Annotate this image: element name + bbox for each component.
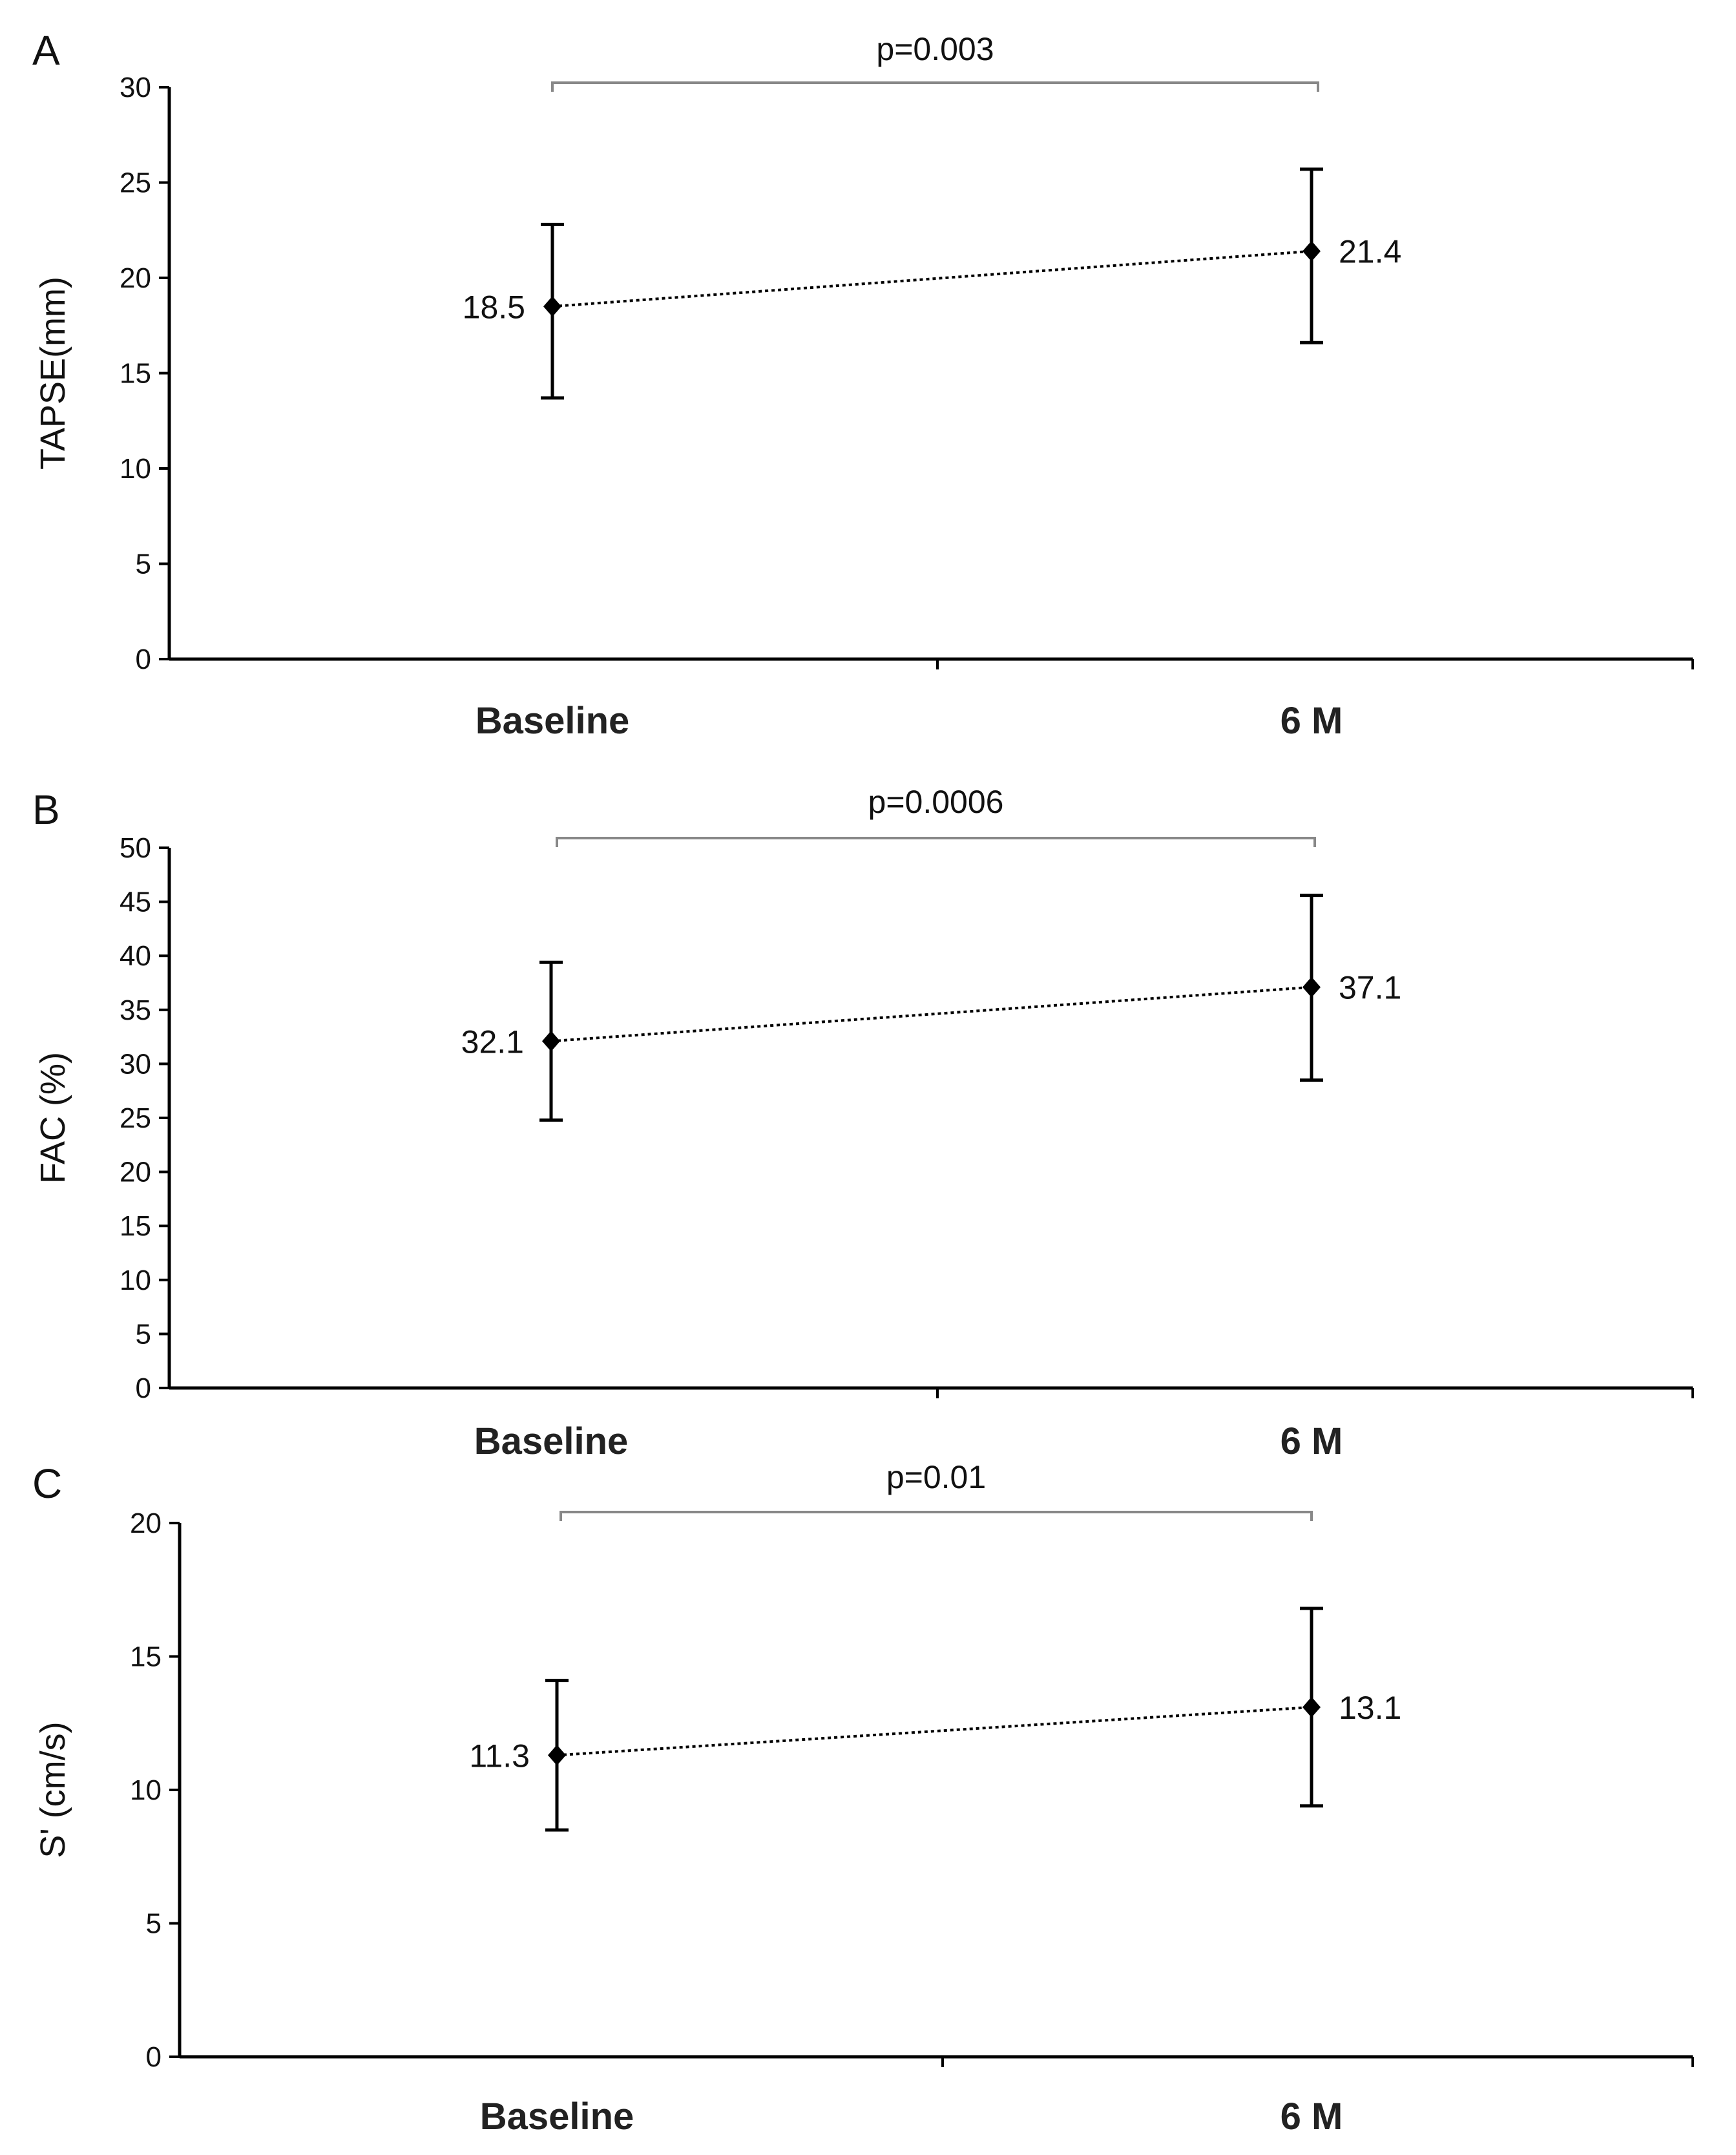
data-value-label: 21.4 bbox=[1339, 234, 1401, 270]
x-category-label: Baseline bbox=[476, 700, 630, 742]
y-tick-label: 5 bbox=[146, 1908, 162, 1940]
y-tick-label: 0 bbox=[136, 1372, 151, 1404]
y-tick-label: 40 bbox=[120, 940, 151, 972]
data-point-marker bbox=[543, 296, 561, 317]
y-tick-label: 20 bbox=[130, 1508, 162, 1539]
data-value-label: 18.5 bbox=[463, 289, 525, 325]
y-tick-label: 25 bbox=[120, 167, 151, 199]
panel-letter: B bbox=[32, 786, 60, 833]
y-axis-label: TAPSE(mm) bbox=[34, 277, 72, 470]
data-value-label: 32.1 bbox=[461, 1024, 524, 1060]
mean-connector-line bbox=[556, 1705, 1312, 1757]
x-category-label: Baseline bbox=[474, 1420, 629, 1462]
data-point-marker bbox=[1302, 240, 1321, 262]
panel-letter: C bbox=[32, 1460, 62, 1507]
significance-bracket bbox=[556, 837, 1316, 847]
data-point-marker bbox=[1302, 976, 1321, 998]
data-point-marker bbox=[548, 1745, 566, 1766]
y-tick-label: 0 bbox=[136, 644, 151, 675]
chart-panel-b: B 0 5 10 15 20 25 30 35 40 45 50 Baseline 6 M FAC (%) p… bbox=[32, 784, 1694, 1462]
p-value-label: p=0.01 bbox=[886, 1459, 986, 1495]
x-category-label: 6 M bbox=[1281, 700, 1343, 742]
y-tick-label: 15 bbox=[120, 1210, 151, 1242]
data-value-label: 37.1 bbox=[1339, 970, 1401, 1006]
data-value-label: 13.1 bbox=[1339, 1690, 1401, 1726]
y-axis-label: S' (cm/s) bbox=[34, 1721, 72, 1858]
x-category-label: 6 M bbox=[1281, 2096, 1343, 2138]
p-value-label: p=0.0006 bbox=[868, 784, 1004, 820]
y-tick-label: 15 bbox=[120, 358, 151, 390]
y-tick-label: 30 bbox=[120, 72, 151, 103]
y-tick-label: 20 bbox=[120, 1157, 151, 1188]
y-tick-label: 10 bbox=[120, 1265, 151, 1296]
data-point-marker bbox=[542, 1031, 560, 1052]
data-point-marker bbox=[1302, 1696, 1321, 1718]
y-tick-label: 0 bbox=[146, 2041, 162, 2073]
mean-connector-line bbox=[552, 249, 1312, 308]
y-tick-label: 45 bbox=[120, 887, 151, 918]
y-tick-label: 50 bbox=[120, 832, 151, 864]
y-tick-label: 15 bbox=[130, 1641, 162, 1673]
x-category-label: Baseline bbox=[480, 2096, 634, 2138]
mean-connector-line bbox=[550, 985, 1312, 1043]
chart-panel-a: A 0 5 10 15 20 25 30 Baseline 6 M TAPSE(mm) p=0.003… bbox=[32, 27, 1694, 742]
y-tick-label: 10 bbox=[130, 1774, 162, 1806]
y-axis-label: FAC (%) bbox=[34, 1052, 72, 1184]
significance-bracket bbox=[551, 81, 1319, 92]
significance-bracket bbox=[559, 1511, 1313, 1521]
panel-letter: A bbox=[32, 27, 60, 74]
y-tick-label: 30 bbox=[120, 1048, 151, 1080]
x-category-label: 6 M bbox=[1281, 1420, 1343, 1462]
y-tick-label: 5 bbox=[136, 1318, 151, 1350]
data-value-label: 11.3 bbox=[469, 1738, 530, 1774]
chart-panel-c: C 0 5 10 15 20 Baseline 6 M S' (cm/s) p=0.01 11.3 1… bbox=[32, 1459, 1694, 2138]
y-tick-label: 20 bbox=[120, 262, 151, 294]
y-tick-label: 5 bbox=[136, 549, 151, 580]
y-tick-label: 10 bbox=[120, 453, 151, 485]
y-tick-label: 35 bbox=[120, 994, 151, 1026]
y-tick-label: 25 bbox=[120, 1102, 151, 1134]
p-value-label: p=0.003 bbox=[876, 31, 994, 67]
